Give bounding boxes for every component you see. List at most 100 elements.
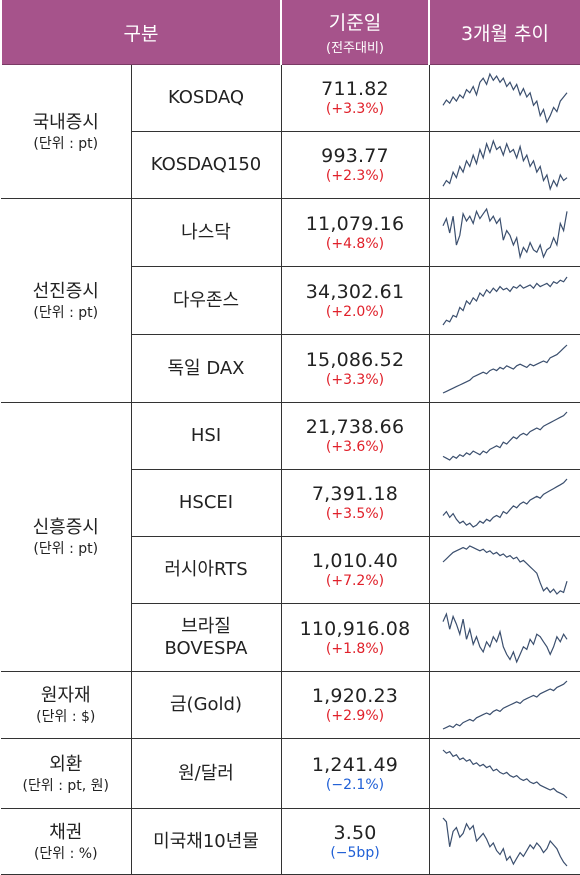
index-value-cell: 1,241.49 (−2.1%) bbox=[281, 738, 430, 809]
sparkline bbox=[442, 478, 568, 528]
index-value-cell: 993.77 (+2.3%) bbox=[281, 131, 430, 199]
trend-cell bbox=[429, 334, 580, 403]
sparkline-line bbox=[442, 72, 568, 124]
table-row: 신흥증시 (단위 : pt) HSI 21,738.66 (+3.6%) bbox=[1, 402, 580, 672]
index-value-cell: 711.82 (+3.3%) bbox=[281, 64, 430, 132]
group-developed: 선진증시 (단위 : pt) bbox=[1, 198, 131, 403]
sparkline-line bbox=[442, 749, 568, 798]
index-change: (+4.8%) bbox=[325, 235, 385, 252]
index-value-cell: 3.50 (−5bp) bbox=[281, 808, 430, 875]
index-value-cell: 1,920.23 (+2.9%) bbox=[281, 671, 430, 739]
sparkline bbox=[442, 545, 568, 595]
index-value: 7,391.18 bbox=[311, 483, 399, 505]
index-value: 1,010.40 bbox=[311, 550, 399, 572]
trend-cell bbox=[429, 536, 580, 604]
index-name: 나스닥 bbox=[130, 198, 282, 267]
index-name: 러시아RTS bbox=[130, 536, 282, 604]
index-name: 원/달러 bbox=[130, 738, 282, 809]
index-value-cell: 1,010.40 (+7.2%) bbox=[281, 536, 430, 604]
index-value: 993.77 bbox=[321, 145, 389, 167]
index-name: KOSDAQ bbox=[130, 64, 282, 132]
index-value-cell: 11,079.16 (+4.8%) bbox=[281, 198, 430, 267]
trend-cell bbox=[429, 469, 580, 537]
index-value-cell: 34,302.61 (+2.0%) bbox=[281, 266, 430, 335]
sparkline-line bbox=[442, 207, 568, 259]
trend-cell bbox=[429, 266, 580, 335]
trend-cell bbox=[429, 198, 580, 267]
sparkline-line bbox=[442, 139, 568, 191]
index-name-line2: BOVESPA bbox=[164, 637, 248, 659]
trend-cell bbox=[429, 131, 580, 199]
index-name: 미국채10년물 bbox=[130, 808, 282, 875]
index-value: 21,738.66 bbox=[305, 416, 405, 438]
table-row: 외환 (단위 : pt, 원) 원/달러 1,241.49 (−2.1%) bbox=[1, 738, 580, 809]
table-row: KOSDAQ150 993.77 (+2.3%) bbox=[1, 131, 580, 199]
index-value: 1,920.23 bbox=[311, 685, 399, 707]
table-row: 선진증시 (단위 : pt) 나스닥 11,079.16 (+4.8%) bbox=[1, 198, 580, 403]
trend-cell bbox=[429, 738, 580, 809]
index-change: (+2.9%) bbox=[325, 708, 385, 724]
sparkline bbox=[442, 276, 568, 325]
table-row: 러시아RTS 1,010.40 (+7.2%) bbox=[1, 536, 580, 604]
index-value: 15,086.52 bbox=[305, 348, 405, 371]
index-value: 711.82 bbox=[321, 78, 389, 100]
sparkline-line bbox=[442, 344, 568, 394]
trend-cell bbox=[429, 64, 580, 132]
table-row: 브라질 BOVESPA 110,916.08 (+1.8%) bbox=[1, 603, 580, 672]
group-emerging: 신흥증시 (단위 : pt) bbox=[1, 402, 131, 672]
sparkline bbox=[442, 139, 568, 191]
index-change: (−2.1%) bbox=[325, 776, 385, 793]
index-change: (+3.3%) bbox=[325, 371, 385, 388]
sparkline bbox=[442, 817, 568, 866]
sparkline-line bbox=[442, 545, 568, 595]
index-name-cell: 브라질 BOVESPA bbox=[130, 603, 282, 672]
sparkline-line bbox=[442, 817, 568, 866]
sparkline bbox=[442, 207, 568, 259]
index-value: 110,916.08 bbox=[299, 617, 411, 640]
index-change: (+2.0%) bbox=[325, 303, 385, 320]
table-row: HSCEI 7,391.18 (+3.5%) bbox=[1, 469, 580, 537]
header-base-date-label: 기준일 bbox=[328, 12, 382, 34]
sparkline bbox=[442, 344, 568, 394]
table-row: 채권 (단위 : %) 미국채10년물 3.50 (−5bp) bbox=[1, 808, 580, 875]
index-value-cell: 110,916.08 (+1.8%) bbox=[281, 603, 430, 672]
index-name: 브라질 bbox=[181, 615, 231, 637]
index-name: HSCEI bbox=[130, 469, 282, 537]
index-value-cell: 15,086.52 (+3.3%) bbox=[281, 334, 430, 403]
index-change: (+7.2%) bbox=[325, 573, 385, 589]
index-value: 1,241.49 bbox=[311, 753, 399, 776]
index-name: 독일 DAX bbox=[130, 334, 282, 403]
sparkline bbox=[442, 680, 568, 730]
index-value-cell: 21,738.66 (+3.6%) bbox=[281, 402, 430, 470]
index-change: (+2.3%) bbox=[325, 168, 385, 184]
sparkline-line bbox=[442, 411, 568, 461]
index-change: (+3.5%) bbox=[325, 506, 385, 522]
header-trend: 3개월 추이 bbox=[428, 0, 580, 65]
index-change: (+1.8%) bbox=[325, 640, 385, 657]
sparkline bbox=[442, 72, 568, 124]
header-base-date: 기준일 (전주대비) bbox=[280, 0, 430, 65]
group-fx: 외환 (단위 : pt, 원) bbox=[1, 738, 131, 809]
header-base-date-sub: (전주대비) bbox=[326, 41, 384, 56]
header-category: 구분 bbox=[0, 0, 282, 65]
index-value: 34,302.61 bbox=[305, 280, 405, 303]
index-value: 11,079.16 bbox=[305, 212, 405, 235]
sparkline-line bbox=[442, 276, 568, 325]
trend-cell bbox=[429, 402, 580, 470]
table-row: 다우존스 34,302.61 (+2.0%) bbox=[1, 266, 580, 335]
group-bond: 채권 (단위 : %) bbox=[1, 808, 131, 875]
sparkline bbox=[442, 411, 568, 461]
table-row: 국내증시 (단위 : pt) KOSDAQ 711.82 (+3.3%) bbox=[1, 64, 580, 199]
index-change: (+3.3%) bbox=[325, 101, 385, 117]
trend-cell bbox=[429, 603, 580, 672]
sparkline-line bbox=[442, 680, 568, 730]
index-name: KOSDAQ150 bbox=[130, 131, 282, 199]
table-row: 독일 DAX 15,086.52 (+3.3%) bbox=[1, 334, 580, 403]
sparkline-line bbox=[442, 611, 568, 664]
sparkline-line bbox=[442, 478, 568, 528]
trend-cell bbox=[429, 671, 580, 739]
group-commodity: 원자재 (단위 : $) bbox=[1, 671, 131, 739]
index-change: (+3.6%) bbox=[325, 439, 385, 455]
